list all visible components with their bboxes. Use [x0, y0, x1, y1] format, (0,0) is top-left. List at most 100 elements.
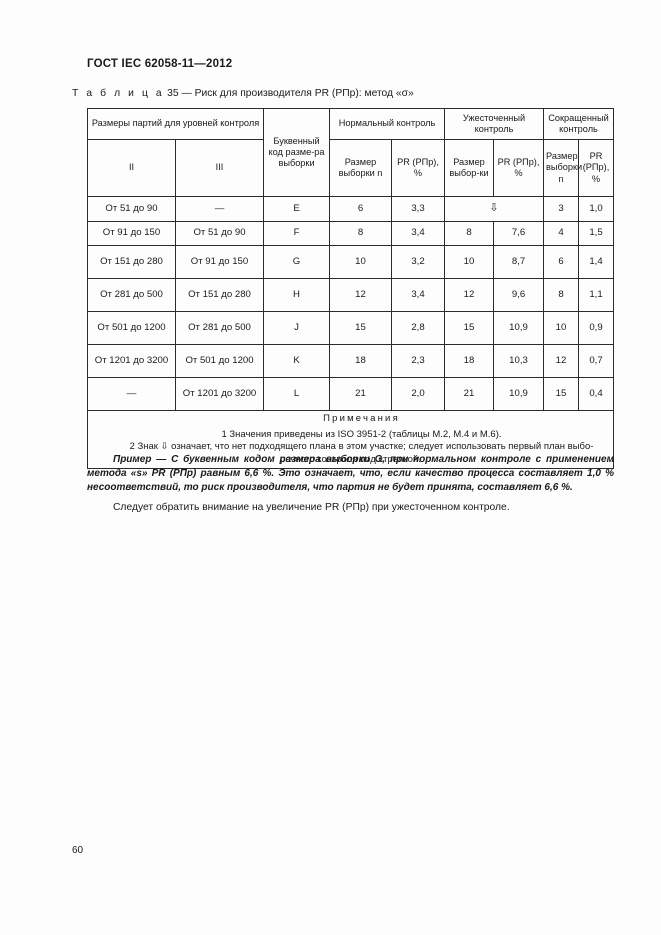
cell-pr-reduced: 0,7	[578, 344, 614, 378]
running-header: ГОСТ IEC 62058-11—2012	[87, 58, 233, 70]
cell-level-ii: От 151 до 280	[87, 245, 176, 279]
cell-sample-size-normal: 6	[329, 196, 393, 222]
example-paragraph: Пример — С буквенным кодом размера выбор…	[87, 454, 614, 494]
cell-pr-reduced: 0,4	[578, 377, 614, 411]
note-item-2: 2 Знак ⇩ означает, что нет подходящего п…	[129, 441, 594, 453]
table-notes-row: Примечания 1 Значения приведены из ISO 3…	[87, 409, 614, 470]
cell-sample-size-normal: 12	[329, 278, 393, 312]
cell-pr-reduced: 1,1	[578, 278, 614, 312]
header-reduced-inspection: Сокращенный контроль	[543, 108, 614, 140]
cell-sample-size-tightened: ⇩	[444, 196, 545, 222]
cell-sample-size-tightened: 21	[444, 377, 495, 411]
table-body: От 51 до 90— E 6 3,3 ⇩ 3 1,0 От 91 до 150 От 51 …	[87, 196, 614, 411]
cell-code-letter: H	[263, 278, 331, 312]
cell-sample-size-tightened: 10	[444, 245, 495, 279]
cell-sample-size-normal: 10	[329, 245, 393, 279]
cell-pr-tightened: 8,7	[493, 245, 545, 279]
cell-sample-size-normal: 8	[329, 220, 393, 246]
cell-level-ii: От 1201 до 3200	[87, 344, 176, 378]
cell-code-letter: K	[263, 344, 331, 378]
header-lot-sizes: Размеры партий для уровней контроля	[86, 108, 265, 140]
cell-sample-size-normal: 15	[329, 311, 393, 345]
cell-level-ii: От 91 до 150	[87, 220, 176, 246]
cell-level-ii: От 281 до 500	[87, 278, 176, 312]
cell-level-iii: От 1201 до 3200	[174, 377, 265, 411]
table-head: Размеры партий для уровней контроля Букв…	[86, 108, 614, 197]
cell-pr-tightened: 10,3	[493, 344, 545, 378]
table-caption-text: 35 — Риск для производителя PR (РПр): ме…	[167, 88, 414, 99]
cell-sample-size-reduced: 6	[543, 245, 579, 279]
cell-level-iii: —	[174, 196, 265, 222]
header-sample-size-reduced: Размер выборки n	[543, 139, 582, 197]
header-pr-normal: PR (РПр), %	[391, 139, 446, 197]
cell-sample-size-reduced: 4	[543, 220, 579, 246]
header-code-letter: Буквенный код разме-ра выборки	[263, 108, 331, 197]
header-sample-size-normal: Размер выборки n	[329, 139, 393, 197]
cell-pr-reduced: 1,0	[578, 196, 614, 222]
cell-pr-normal: 2,8	[391, 311, 446, 345]
header-normal-inspection: Нормальный контроль	[329, 108, 446, 140]
cell-pr-normal: 3,4	[391, 220, 446, 246]
table-row: От 51 до 90— E 6 3,3 ⇩ 3 1,0	[87, 196, 614, 222]
cell-pr-normal: 3,4	[391, 278, 446, 312]
cell-sample-size-tightened: 8	[444, 220, 495, 246]
cell-level-ii: От 51 до 90	[87, 196, 176, 222]
cell-sample-size-reduced: 15	[543, 377, 579, 411]
cell-sample-size-normal: 21	[329, 377, 393, 411]
cell-sample-size-normal: 18	[329, 344, 393, 378]
table-header-row-groups: Размеры партий для уровней контроля Букв…	[86, 108, 614, 197]
cell-level-iii: От 151 до 280	[174, 278, 265, 312]
table-row: От 91 до 150 От 51 до 90 F 8 3,4 8 7,6 4 1,5	[87, 220, 614, 246]
cell-pr-tightened: 10,9	[493, 311, 545, 345]
note-item-2-continuation: рочного контроля под стрелкой.	[280, 453, 421, 465]
cell-pr-reduced: 0,9	[578, 311, 614, 345]
header-level-ii: II	[87, 139, 176, 197]
table-caption: Т а б л и ц а 35 — Риск для производител…	[72, 88, 414, 99]
table-foot: Примечания 1 Значения приведены из ISO 3…	[87, 409, 614, 470]
table-row: От 1201 до 3200 От 501 до 1200 K 18 2,3 18 10,…	[87, 344, 614, 378]
table-notes: Примечания 1 Значения приведены из ISO 3…	[87, 409, 614, 470]
cell-level-ii: От 501 до 1200	[87, 311, 176, 345]
table-header-row-columns: II III Размер выборки n PR (РПр), % Разм…	[87, 139, 614, 197]
cell-pr-tightened: 10,9	[493, 377, 545, 411]
cell-pr-normal: 3,2	[391, 245, 446, 279]
table-container: Размеры партий для уровней контроля Букв…	[86, 108, 614, 470]
cell-sample-size-reduced: 3	[543, 196, 579, 222]
page-number: 60	[72, 845, 84, 856]
table-row: От 151 до 280 От 91 до 150 G 10 3,2 10 8,7 6 1,4	[87, 245, 614, 279]
cell-level-ii: —	[87, 377, 176, 411]
cell-pr-tightened: 9,6	[493, 278, 545, 312]
cell-level-iii: От 281 до 500	[174, 311, 265, 345]
cell-sample-size-tightened: 18	[444, 344, 495, 378]
header-pr-reduced: PR (РПр), %	[578, 139, 614, 197]
cell-code-letter: J	[263, 311, 331, 345]
cell-code-letter: F	[263, 220, 331, 246]
cell-pr-normal: 2,0	[391, 377, 446, 411]
cell-level-iii: От 91 до 150	[174, 245, 265, 279]
cell-sample-size-reduced: 10	[543, 311, 579, 345]
cell-pr-normal: 2,3	[391, 344, 446, 378]
cell-sample-size-reduced: 8	[543, 278, 579, 312]
cell-pr-tightened: 7,6	[493, 220, 545, 246]
cell-sample-size-tightened: 12	[444, 278, 495, 312]
cell-level-iii: От 501 до 1200	[174, 344, 265, 378]
table-caption-label: Т а б л и ц а	[72, 88, 165, 99]
cell-sample-size-tightened: 15	[444, 311, 495, 345]
table-row: — От 1201 до 3200 L 21 2,0 21 10,9 15 0,4	[87, 377, 614, 411]
notes-title: Примечания	[323, 413, 400, 424]
closing-paragraph: Следует обратить внимание на увеличение …	[113, 502, 510, 513]
cell-level-iii: От 51 до 90	[174, 220, 265, 246]
cell-code-letter: E	[263, 196, 331, 222]
cell-code-letter: L	[263, 377, 331, 411]
header-tightened-inspection: Ужесточенный контроль	[444, 108, 545, 140]
table-row: От 501 до 1200 От 281 до 500 J 15 2,8 15 10,9 1…	[87, 311, 614, 345]
header-pr-tightened: PR (РПр), %	[493, 139, 545, 197]
cell-sample-size-reduced: 12	[543, 344, 579, 378]
risk-table: Размеры партий для уровней контроля Букв…	[86, 108, 614, 470]
cell-code-letter: G	[263, 245, 331, 279]
cell-pr-normal: 3,3	[391, 196, 446, 222]
table-row: От 281 до 500 От 151 до 280 H 12 3,4 12 9,6 8 1,…	[87, 278, 614, 312]
cell-pr-reduced: 1,4	[578, 245, 614, 279]
header-level-iii: III	[174, 139, 265, 197]
